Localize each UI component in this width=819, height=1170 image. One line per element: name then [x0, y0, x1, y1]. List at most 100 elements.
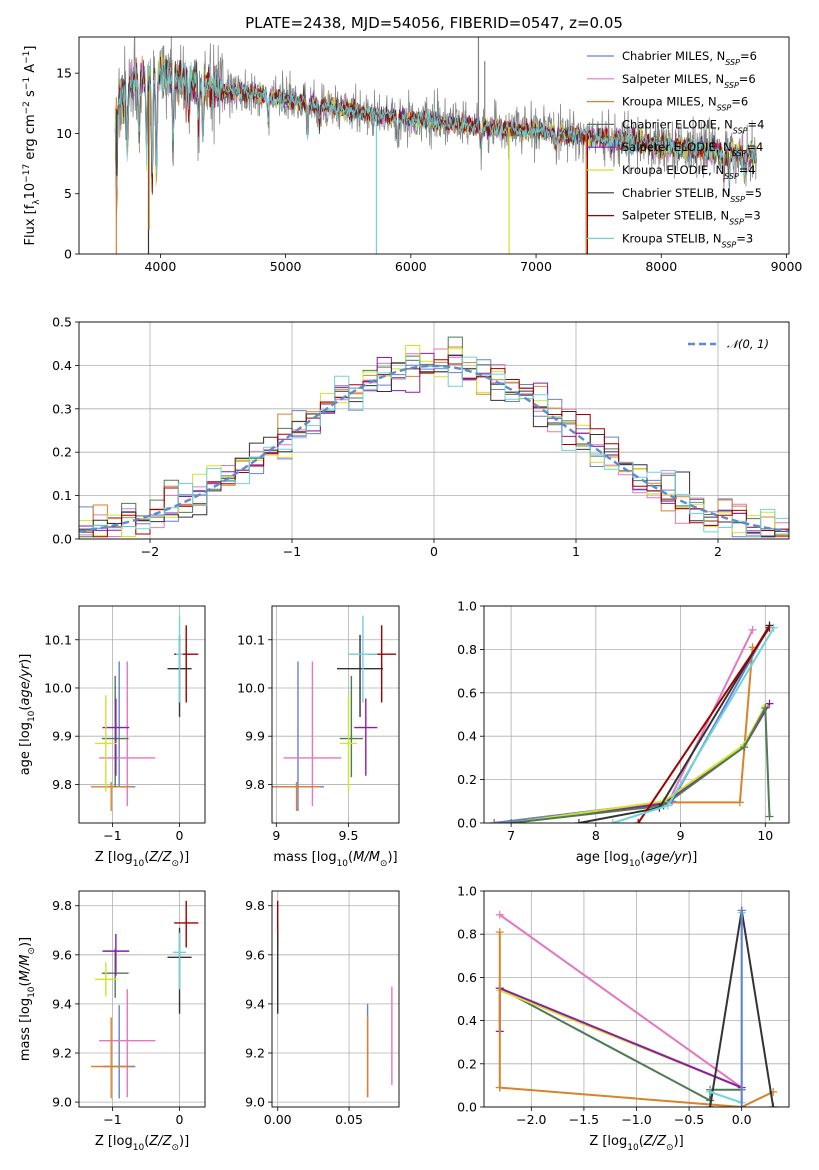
- legend-entry: Salpeter MILES, NSSP=6: [622, 72, 756, 90]
- axes-frame: [78, 605, 206, 824]
- histogram-step-line: [79, 356, 789, 538]
- plot-area-mass_vs_Z: [91, 900, 199, 1099]
- y-tick-label: 9.6: [52, 947, 72, 962]
- plot-area-mass_weight_vs_age: [490, 621, 778, 823]
- x-tick-label: 0.05: [335, 1112, 363, 1127]
- plot-area-mass_weight_vs_Z: [495, 906, 778, 1107]
- y-tick-label: 9.0: [245, 1095, 265, 1110]
- ticks-mass_vs_EBV: 0.00 0.05 9.0 9.2 9.4 9.6 9.8: [245, 898, 363, 1127]
- plot-area-mass_vs_EBV: [277, 900, 393, 1098]
- ticks-age_vs_mass: 9 9.5 9.8 9.9 10.0 10.1: [237, 632, 358, 843]
- legend-entry: Kroupa STELIB, NSSP=3: [622, 231, 753, 249]
- y-tick-label: 10.1: [44, 632, 72, 647]
- ticks-age_vs_Z: −1 0 9.8 9.9 10.0 10.1: [44, 632, 183, 843]
- x-tick-label: 2: [714, 544, 722, 559]
- ticks-mass_weight_vs_Z: −2.0 −1.5 −1.0 −0.5 0.0 0.0 0.2 0.4 0.6 0.8 1.0: [457, 884, 752, 1128]
- x-tick-label: 9: [677, 828, 685, 843]
- weight-point-marker: [740, 743, 749, 752]
- legend-entry: Chabrier ELODIE, NSSP=4: [622, 117, 764, 135]
- weight-series-line: [498, 932, 774, 1107]
- weight-point-marker: [495, 928, 504, 937]
- x-tick-label: −1: [103, 1112, 121, 1127]
- spectrum-legend: Chabrier MILES, NSSP=6 Salpeter MILES, NS…: [587, 49, 764, 249]
- plot-area-age_vs_mass: [272, 615, 397, 811]
- x-tick-label: −1.5: [569, 1112, 599, 1127]
- x-axis-label: Z [log10(Z/Z⊙)]: [95, 850, 189, 869]
- y-tick-label: 10.0: [44, 680, 72, 695]
- legend-entry: Chabrier MILES, NSSP=6: [622, 49, 757, 67]
- ticks-mass_weight_vs_age: 7 8 9 10 0.0 0.2 0.4 0.6 0.8 1.0: [457, 599, 773, 844]
- y-tick-label: 0.8: [457, 642, 477, 657]
- weight-point-marker: [608, 819, 617, 823]
- legend-entry: Kroupa MILES, NSSP=6: [622, 95, 748, 113]
- y-tick-label: 10.1: [237, 632, 265, 647]
- weight-point-marker: [737, 1103, 746, 1107]
- x-tick-label: 9000: [771, 259, 803, 274]
- spectrum-model-line: [114, 60, 757, 192]
- y-tick-label: 10.0: [237, 680, 265, 695]
- x-tick-label: 0.0: [732, 1112, 752, 1127]
- y-tick-label: 0.6: [457, 970, 477, 985]
- x-tick-label: 8000: [645, 259, 677, 274]
- x-axis-label: Z [log10(Z/Z⊙)]: [589, 1134, 683, 1153]
- y-tick-label: 0.0: [457, 816, 477, 831]
- weight-point-marker: [495, 910, 504, 919]
- y-tick-label: 0.4: [457, 1013, 477, 1028]
- y-tick-label: 9.2: [52, 1046, 72, 1061]
- y-tick-label: 9.8: [245, 898, 265, 913]
- y-tick-label: 0.8: [457, 927, 477, 942]
- y-tick-label: 5: [64, 186, 72, 201]
- panel-mass_weight_vs_Z: −2.0 −1.5 −1.0 −0.5 0.0 0.0 0.2 0.4 0.6 0.8 1.0 Z […: [457, 884, 790, 1153]
- weight-point-marker: [706, 1087, 715, 1096]
- y-tick-label: 9.4: [52, 996, 72, 1011]
- y-tick-label: 15: [56, 66, 72, 81]
- weight-point-marker: [765, 699, 774, 708]
- y-tick-label: 0.0: [457, 1100, 477, 1115]
- x-axis-label: Z [log10(Z/Z⊙)]: [95, 1134, 189, 1153]
- y-tick-label: 0.1: [52, 488, 72, 503]
- y-tick-label: 0.4: [52, 358, 72, 373]
- weight-point-marker: [769, 623, 778, 632]
- panel-spectrum: 4000 5000 6000 7000 8000 9000 0 5 10 15 Flux [fλ10…: [22, 36, 803, 274]
- y-tick-label: 1.0: [457, 599, 477, 614]
- x-tick-label: −1.0: [621, 1112, 651, 1127]
- normal-reference-curve: [79, 364, 789, 533]
- weight-point-marker: [663, 801, 672, 810]
- x-tick-label: −0.5: [674, 1112, 704, 1127]
- y-axis-label: mass [log10(M/M⊙)]: [18, 937, 37, 1061]
- weight-point-marker: [574, 819, 583, 823]
- x-axis-label: age [log10(age/yr)]: [576, 850, 698, 869]
- y-tick-label: 0.2: [457, 1056, 477, 1071]
- plot-area-spectrum: [114, 37, 757, 254]
- y-tick-label: 0.6: [457, 685, 477, 700]
- axes-frame: [78, 890, 206, 1108]
- x-tick-label: 5000: [270, 259, 302, 274]
- weight-series-line: [510, 705, 767, 823]
- axes-frame: [483, 605, 790, 824]
- weight-point-marker: [737, 906, 746, 915]
- panel-mass_vs_Z: −1 0 9.0 9.2 9.4 9.6 9.8 Z [log10(Z/Z⊙)] mass [l…: [18, 890, 206, 1153]
- y-tick-label: 9.6: [245, 947, 265, 962]
- legend-entry: Salpeter ELODIE, NSSP=4: [622, 140, 763, 158]
- y-tick-label: 0.3: [52, 401, 72, 416]
- axes-frame: [78, 36, 790, 255]
- y-axis-label: age [log10(age/yr)]: [18, 654, 37, 776]
- x-tick-label: 4000: [144, 259, 176, 274]
- panel-age_vs_mass: 9 9.5 9.8 9.9 10.0 10.1 mass [log10(M/M⊙)]: [237, 605, 400, 869]
- legend-entry: Kroupa ELODIE, NSSP=4: [622, 163, 756, 181]
- x-axis-label: mass [log10(M/M⊙)]: [273, 850, 397, 869]
- legend-entry: Salpeter STELIB, NSSP=3: [622, 209, 761, 227]
- weight-point-marker: [495, 1083, 504, 1092]
- ticks-mass_vs_Z: −1 0 9.0 9.2 9.4 9.6 9.8: [52, 898, 183, 1127]
- x-tick-label: 10: [757, 828, 773, 843]
- panel-residuals: −2 −1 0 1 2 0.0 0.1 0.2 0.3 0.4 0.5 𝒩(0, 1): [52, 315, 790, 559]
- legend-entry: Chabrier STELIB, NSSP=5: [622, 186, 762, 204]
- axes-frame: [483, 890, 790, 1108]
- weight-point-marker: [735, 798, 744, 807]
- y-tick-label: 9.8: [52, 777, 72, 792]
- axes-frame: [78, 321, 790, 540]
- weight-point-marker: [490, 819, 499, 823]
- y-tick-label: 0.4: [457, 729, 477, 744]
